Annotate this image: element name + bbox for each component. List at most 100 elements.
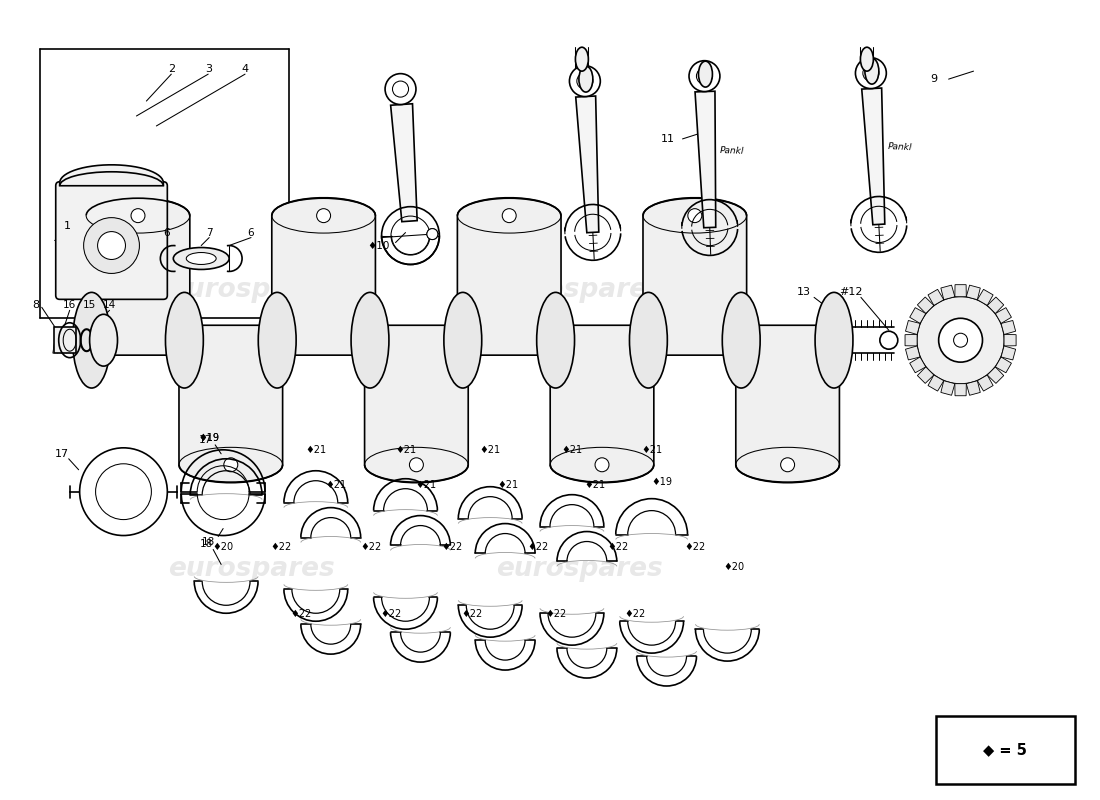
- Polygon shape: [59, 165, 163, 186]
- Text: ♦22: ♦22: [624, 610, 646, 619]
- Text: ♦19: ♦19: [199, 433, 220, 443]
- Text: #12: #12: [839, 287, 862, 298]
- Text: 15: 15: [82, 300, 96, 310]
- Polygon shape: [996, 357, 1011, 373]
- Polygon shape: [1004, 334, 1016, 346]
- Circle shape: [223, 458, 238, 472]
- Ellipse shape: [860, 47, 873, 71]
- Text: 9: 9: [931, 74, 937, 84]
- Text: ♦21: ♦21: [561, 445, 583, 455]
- Text: ◆ = 5: ◆ = 5: [983, 742, 1027, 758]
- Ellipse shape: [186, 253, 217, 265]
- Ellipse shape: [174, 247, 229, 270]
- Polygon shape: [917, 297, 934, 314]
- Polygon shape: [955, 285, 966, 297]
- Text: 7: 7: [206, 227, 212, 238]
- Text: 14: 14: [103, 300, 117, 310]
- FancyBboxPatch shape: [936, 716, 1075, 784]
- Polygon shape: [988, 367, 1004, 383]
- Text: Pankl: Pankl: [719, 146, 745, 156]
- Text: eurospares: eurospares: [167, 278, 334, 303]
- Circle shape: [916, 296, 1004, 384]
- Text: 18: 18: [199, 539, 212, 550]
- Text: Pankl: Pankl: [888, 142, 912, 153]
- Polygon shape: [272, 198, 375, 355]
- Circle shape: [880, 331, 898, 349]
- Text: 4: 4: [242, 64, 249, 74]
- Polygon shape: [910, 357, 926, 373]
- Circle shape: [79, 448, 167, 535]
- Text: ♦10: ♦10: [367, 241, 389, 250]
- Ellipse shape: [575, 47, 589, 71]
- Polygon shape: [966, 285, 980, 300]
- Ellipse shape: [73, 292, 110, 388]
- Polygon shape: [364, 326, 469, 482]
- Text: ♦21: ♦21: [306, 445, 327, 455]
- Polygon shape: [458, 198, 561, 355]
- Circle shape: [696, 68, 713, 84]
- Text: 17: 17: [55, 449, 69, 459]
- Ellipse shape: [444, 292, 482, 388]
- Ellipse shape: [865, 58, 879, 84]
- Text: ♦21: ♦21: [480, 445, 501, 455]
- Polygon shape: [550, 326, 653, 482]
- Ellipse shape: [629, 292, 668, 388]
- Circle shape: [503, 209, 516, 222]
- FancyBboxPatch shape: [56, 182, 167, 299]
- Text: ♦22: ♦22: [462, 610, 483, 619]
- Circle shape: [98, 231, 125, 259]
- Text: 18: 18: [201, 537, 214, 546]
- Polygon shape: [1001, 346, 1015, 360]
- Circle shape: [427, 229, 438, 239]
- Text: ♦20: ♦20: [212, 542, 233, 553]
- Text: ♦22: ♦22: [360, 542, 382, 553]
- Ellipse shape: [258, 292, 296, 388]
- Text: eurospares: eurospares: [496, 557, 663, 582]
- Polygon shape: [910, 308, 926, 323]
- Polygon shape: [575, 96, 598, 233]
- Circle shape: [409, 458, 424, 472]
- Polygon shape: [861, 88, 884, 225]
- Ellipse shape: [89, 314, 118, 366]
- Text: 1: 1: [64, 221, 70, 230]
- Circle shape: [862, 65, 879, 81]
- Text: ♦21: ♦21: [641, 445, 662, 455]
- Text: ♦22: ♦22: [607, 542, 628, 553]
- Polygon shape: [988, 297, 1004, 314]
- Polygon shape: [695, 91, 716, 228]
- Polygon shape: [917, 367, 934, 383]
- Polygon shape: [736, 326, 839, 482]
- Polygon shape: [905, 321, 920, 334]
- Circle shape: [954, 334, 968, 347]
- Text: ♦22: ♦22: [546, 610, 566, 619]
- Text: eurospares: eurospares: [167, 557, 334, 582]
- Text: 6: 6: [163, 227, 169, 238]
- Polygon shape: [977, 375, 993, 391]
- Text: 11: 11: [661, 134, 674, 144]
- Circle shape: [570, 66, 601, 97]
- Text: 8: 8: [33, 300, 40, 310]
- Circle shape: [688, 209, 702, 222]
- Polygon shape: [955, 384, 966, 396]
- Text: ♦19: ♦19: [651, 477, 672, 486]
- Text: ♦22: ♦22: [290, 610, 311, 619]
- Polygon shape: [940, 381, 955, 395]
- Text: ♦21: ♦21: [415, 480, 436, 490]
- Circle shape: [385, 74, 416, 105]
- Ellipse shape: [165, 292, 204, 388]
- Polygon shape: [179, 326, 283, 482]
- Circle shape: [317, 209, 331, 222]
- Ellipse shape: [351, 292, 389, 388]
- Text: 13: 13: [798, 287, 811, 298]
- Circle shape: [96, 464, 152, 519]
- Text: ♦22: ♦22: [684, 542, 705, 553]
- Ellipse shape: [815, 292, 852, 388]
- Text: 16: 16: [63, 300, 76, 310]
- Text: ♦22: ♦22: [527, 542, 549, 553]
- Polygon shape: [905, 346, 920, 360]
- Text: 6: 6: [248, 227, 254, 238]
- Polygon shape: [966, 381, 980, 395]
- Circle shape: [427, 229, 438, 239]
- Text: 3: 3: [205, 64, 211, 74]
- Polygon shape: [996, 308, 1011, 323]
